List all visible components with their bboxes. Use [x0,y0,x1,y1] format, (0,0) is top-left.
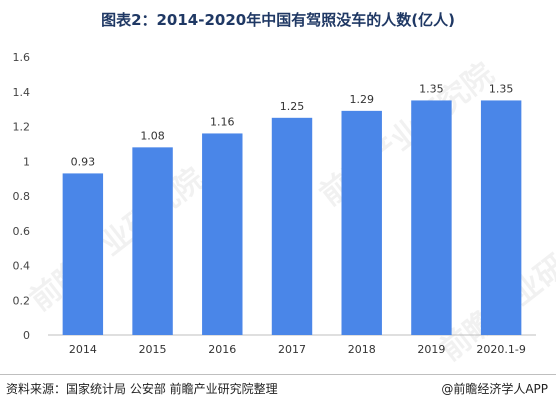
credit-note: @前瞻经济学人APP [441,382,548,396]
bar-2014 [62,173,104,335]
y-tick-label: 1 [23,155,30,168]
source-note: 资料来源：国家统计局 公安部 前瞻产业研究院整理 [6,382,278,396]
bar-chart: 0 0.2 0.4 0.6 0.8 1 1.2 1.4 1.6 0.93 2014 1.08 2015 1… [13,51,536,356]
data-label: 1.29 [349,93,374,106]
y-tick-label: 0.4 [13,260,31,273]
footer-divider [0,374,556,375]
data-label: 0.93 [71,155,96,168]
bar-2018 [341,110,382,335]
chart-title: 图表2：2014-2020年中国有驾照没车的人数(亿人) [101,11,455,29]
x-tick-label: 2015 [139,343,167,356]
bar-2020.1-9 [480,100,522,335]
x-tick-label: 2016 [208,343,236,356]
bar-2016 [202,133,243,335]
y-tick-label: 1.4 [13,86,31,99]
data-label: 1.08 [140,129,165,142]
x-tick-label: 2017 [278,343,306,356]
y-tick-label: 0.2 [13,294,31,307]
y-tick-label: 0.8 [13,190,31,203]
y-tick-label: 1.6 [13,51,31,64]
y-tick-label: 1.2 [13,121,31,134]
bar-2019 [411,100,452,335]
data-label: 1.35 [419,82,444,95]
bar-2017 [271,117,313,335]
x-tick-label: 2018 [348,343,376,356]
data-label: 1.35 [489,82,514,95]
bar-2015 [132,147,173,335]
x-tick-label: 2020.1-9 [476,343,525,356]
data-label: 1.25 [280,100,305,113]
data-label: 1.16 [210,115,235,128]
y-tick-label: 0 [23,329,30,342]
x-tick-label: 2019 [417,343,445,356]
y-tick-label: 0.6 [13,225,31,238]
x-tick-label: 2014 [69,343,97,356]
